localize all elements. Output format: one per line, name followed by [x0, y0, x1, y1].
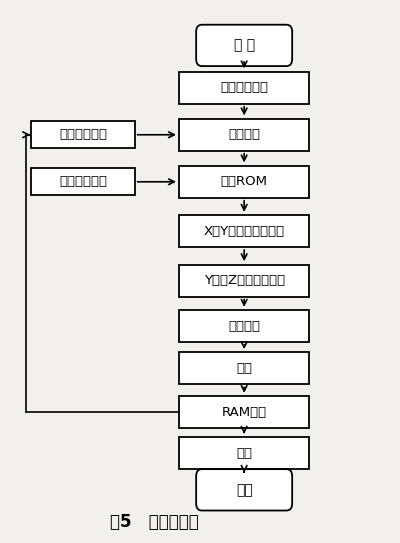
- FancyBboxPatch shape: [179, 72, 310, 104]
- Text: 数据处理: 数据处理: [228, 320, 260, 333]
- Text: 选通ROM: 选通ROM: [221, 175, 268, 188]
- FancyBboxPatch shape: [179, 166, 310, 198]
- Text: RAM存储: RAM存储: [222, 406, 267, 419]
- Text: Y控制Z通道亮度调节: Y控制Z通道亮度调节: [204, 274, 285, 287]
- FancyBboxPatch shape: [179, 437, 310, 469]
- Text: 乒乓切换操作: 乒乓切换操作: [59, 128, 107, 141]
- FancyBboxPatch shape: [179, 215, 310, 247]
- Text: 模式识别: 模式识别: [228, 128, 260, 141]
- Text: 外部时钟分频: 外部时钟分频: [59, 175, 107, 188]
- Text: 图5   总体流程图: 图5 总体流程图: [110, 513, 198, 531]
- FancyBboxPatch shape: [196, 469, 292, 510]
- FancyBboxPatch shape: [179, 119, 310, 151]
- FancyBboxPatch shape: [179, 396, 310, 428]
- Text: 输出: 输出: [236, 447, 252, 459]
- FancyBboxPatch shape: [31, 121, 135, 148]
- FancyBboxPatch shape: [31, 168, 135, 195]
- FancyBboxPatch shape: [179, 310, 310, 342]
- Text: 开 始: 开 始: [234, 39, 255, 53]
- Text: 等待按键输入: 等待按键输入: [220, 81, 268, 94]
- Text: 结束: 结束: [236, 483, 252, 497]
- FancyBboxPatch shape: [179, 352, 310, 384]
- Text: 消零: 消零: [236, 362, 252, 375]
- FancyBboxPatch shape: [179, 264, 310, 296]
- Text: X，Y各方向循环扫描: X，Y各方向循环扫描: [204, 225, 285, 238]
- FancyBboxPatch shape: [196, 25, 292, 66]
